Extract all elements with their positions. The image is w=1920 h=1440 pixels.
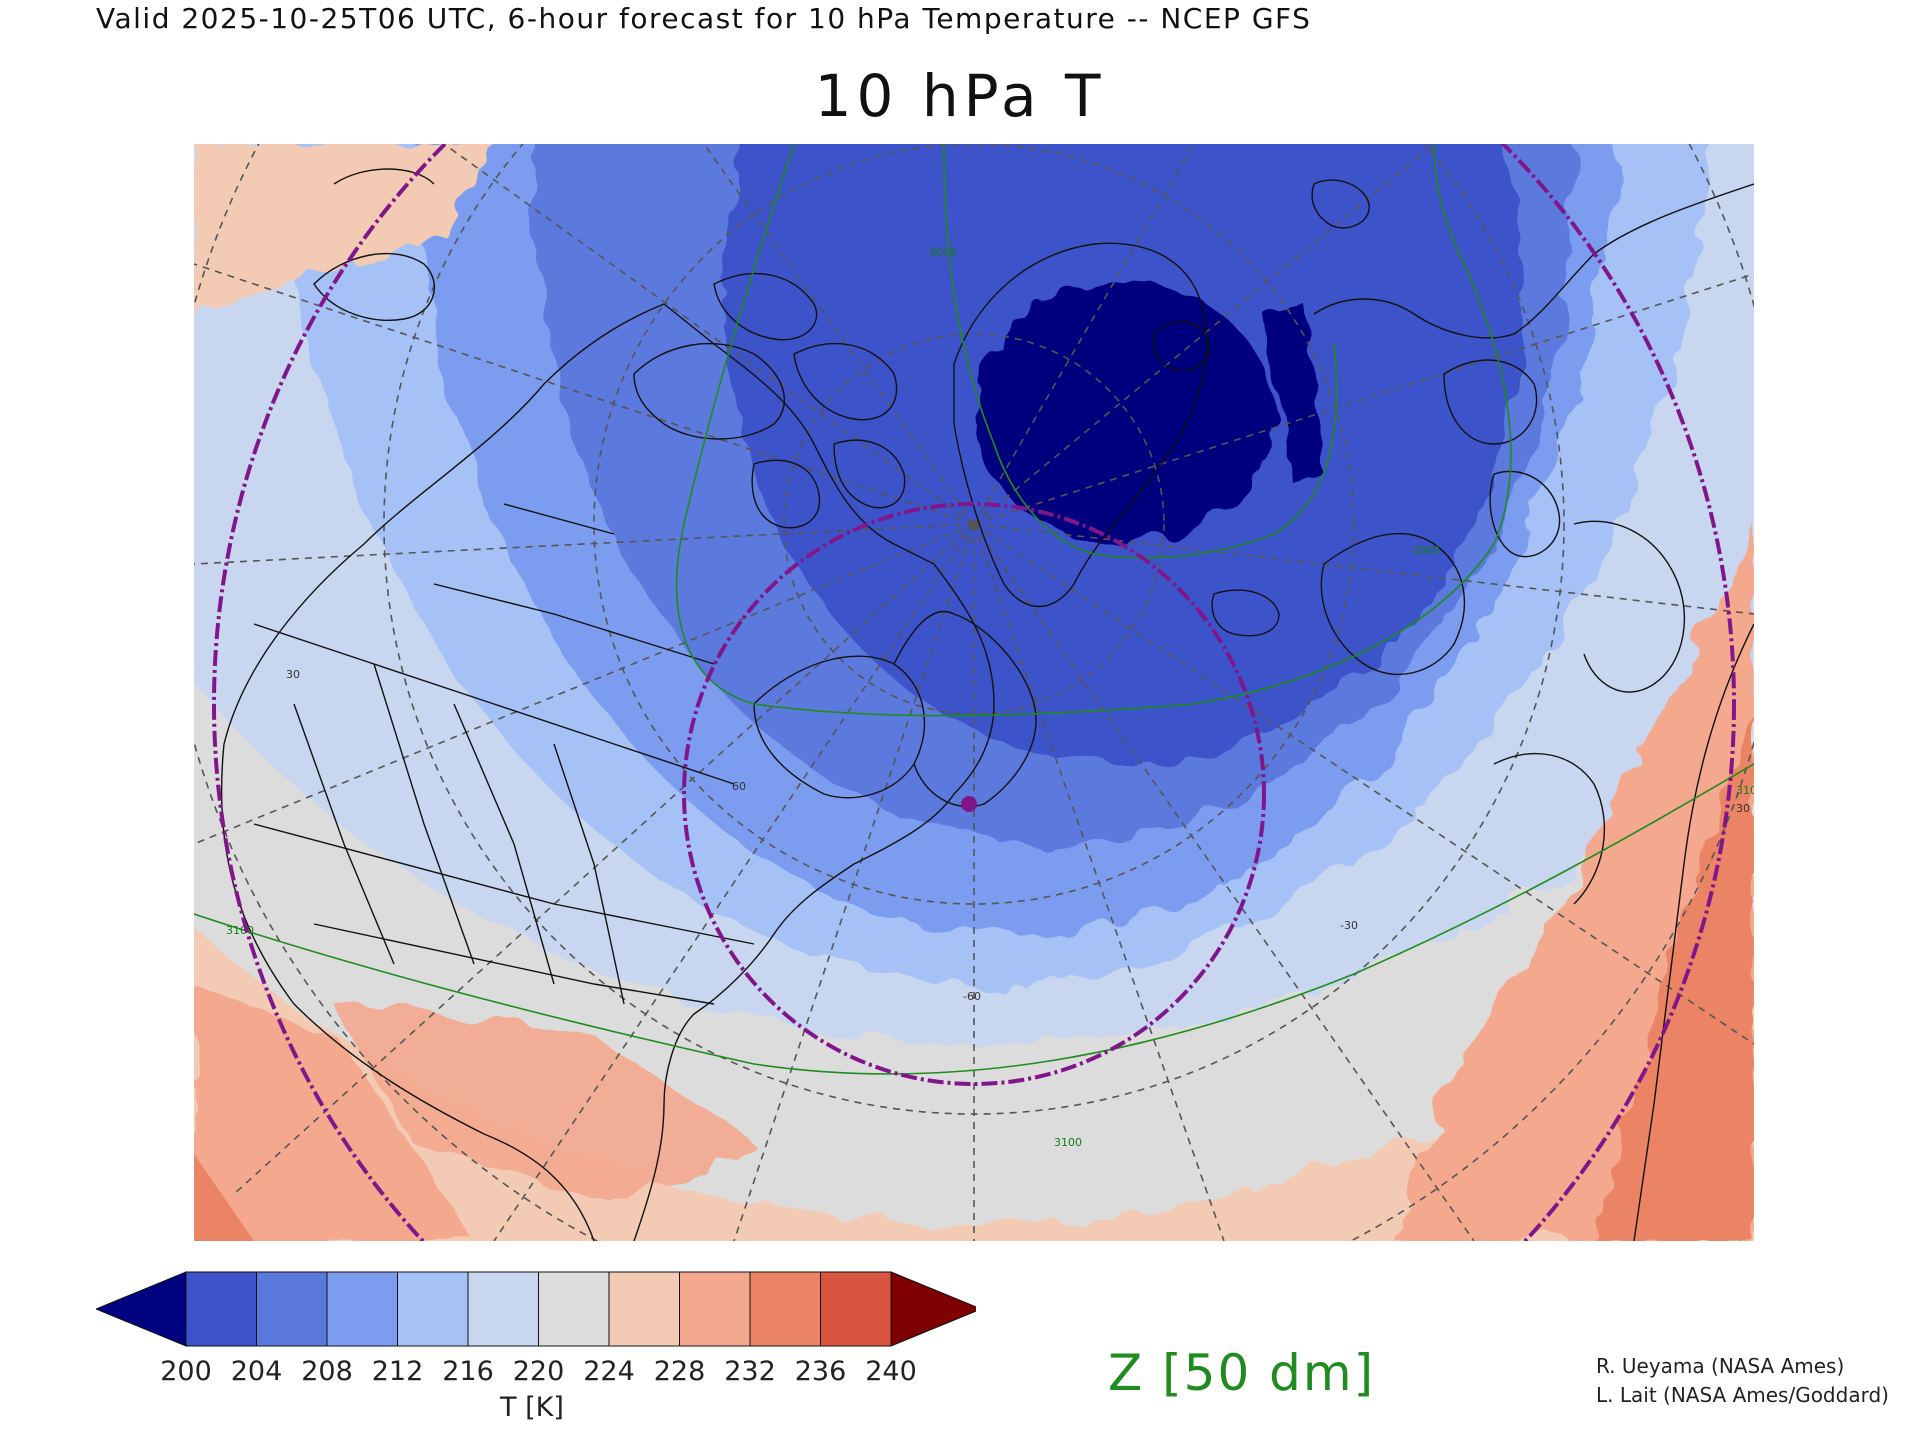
- colorbar-box: [679, 1271, 751, 1347]
- colorbar-box: [820, 1271, 892, 1347]
- temperature-map[interactable]: -60 -30 60 30 30: [194, 144, 1754, 1241]
- height-contour-label: 3000: [929, 246, 957, 259]
- colorbar-box: [326, 1271, 398, 1347]
- colorbar-tick-label: 212: [371, 1356, 424, 1387]
- credit-line-2: L. Lait (NASA Ames/Goddard): [1596, 1383, 1889, 1407]
- map-title: 10 hPa T: [814, 62, 1106, 130]
- band-236-east: [1594, 704, 1754, 1241]
- colorbar-tick-label: 240: [865, 1356, 917, 1387]
- center-point-marker: [961, 796, 977, 812]
- band-236-sw: [194, 1154, 254, 1241]
- temperature-colorbar: [94, 1268, 983, 1352]
- colorbar-tick-label: 236: [794, 1356, 847, 1387]
- colorbar-label: T [K]: [500, 1392, 564, 1423]
- credit-line-1: R. Ueyama (NASA Ames): [1596, 1354, 1845, 1378]
- colorbar-tick-label: 208: [301, 1356, 353, 1387]
- map-canvas: -60 -30 60 30 30: [194, 144, 1754, 1241]
- colorbar-tick-label: 232: [724, 1356, 776, 1387]
- forecast-valid-line: Valid 2025-10-25T06 UTC, 6-hour forecast…: [96, 2, 1312, 35]
- colorbar-tick-label: 220: [512, 1356, 565, 1387]
- colorbar-box: [749, 1271, 821, 1347]
- lat-lon-grid: [194, 144, 1754, 1241]
- height-contour-label: 3100: [226, 924, 254, 937]
- colorbar-box: [608, 1271, 680, 1347]
- colorbar-tick-label: 204: [230, 1356, 283, 1387]
- colorbar-tick-label: 200: [160, 1356, 212, 1387]
- grid-label: -60: [963, 990, 981, 1003]
- colorbar-box: [538, 1271, 610, 1347]
- reference-circles: [212, 144, 1736, 1241]
- band-below-200: [974, 284, 1274, 544]
- colorbar-arrow-below: [94, 1271, 187, 1347]
- height-contour-label: 3100: [1736, 784, 1754, 797]
- colorbar-boxes: [185, 1271, 892, 1347]
- height-contour-label: 3100: [1054, 1136, 1082, 1149]
- colorbar-tick-label: 224: [583, 1356, 635, 1387]
- colorbar-box: [256, 1271, 328, 1347]
- grid-label: 60: [732, 780, 746, 793]
- band-232-sw: [194, 984, 474, 1241]
- band-228-nw: [194, 144, 494, 314]
- colorbar-box: [185, 1271, 257, 1347]
- colorbar-box: [397, 1271, 469, 1347]
- colorbar-arrow-above: [890, 1271, 983, 1347]
- height-contours: [194, 144, 1754, 1075]
- grid-label: 30: [286, 668, 300, 681]
- colorbar-box: [467, 1271, 539, 1347]
- height-contour-legend: Z [50 dm]: [1108, 1344, 1376, 1402]
- colorbar-tick-label: 216: [442, 1356, 494, 1387]
- grid-label: 30: [1736, 802, 1750, 815]
- height-contour-label: 3000: [1412, 544, 1440, 557]
- grid-label: -30: [1340, 919, 1358, 932]
- colorbar-tick-label: 228: [653, 1356, 706, 1387]
